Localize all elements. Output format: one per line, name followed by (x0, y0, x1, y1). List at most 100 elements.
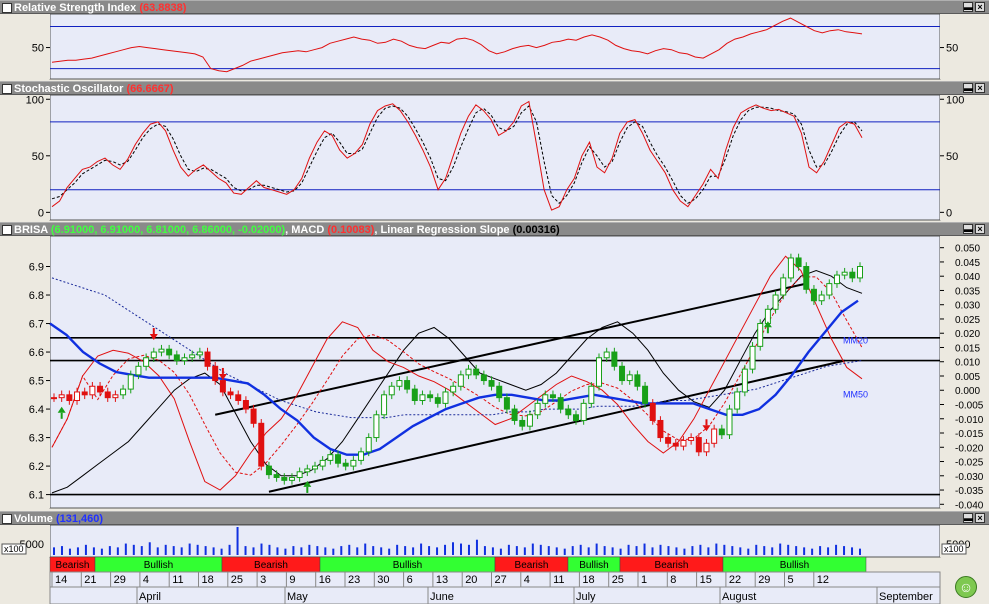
indicator-tick-label: 0.005 (955, 372, 980, 383)
stoch-value: (66.6667) (126, 83, 174, 95)
close-icon[interactable]: × (975, 224, 985, 234)
candle-body (427, 394, 434, 399)
month-label: July (576, 591, 596, 603)
volume-scale-label-left: x100 (4, 544, 24, 554)
lrs-value: (0.00316) (512, 224, 560, 236)
indicator-tick-label: -0.020 (955, 443, 984, 454)
candle-body (826, 283, 833, 296)
candle-body (473, 368, 480, 376)
price-tick-label: 6.5 (29, 376, 44, 388)
candle-body (657, 419, 664, 439)
day-label: 6 (407, 574, 413, 586)
candle-body (496, 385, 503, 399)
day-label: 18 (202, 574, 214, 586)
price-tick-label: 6.2 (29, 461, 44, 473)
candle-body (227, 391, 234, 396)
candle-body (465, 368, 472, 376)
regime-label: Bearish (655, 560, 689, 571)
pane-menu-icon[interactable] (2, 225, 12, 235)
candle-body (342, 462, 349, 467)
day-label: 22 (729, 574, 741, 586)
indicator-tick-label: 0.050 (955, 244, 980, 255)
candle-body (718, 428, 725, 436)
stoch-right-axis (940, 95, 989, 220)
stoch-tick-label-right: 100 (946, 94, 964, 106)
month-label: September (879, 591, 933, 603)
pane-menu-icon[interactable] (2, 514, 12, 524)
minimize-icon[interactable]: ▬ (963, 83, 973, 93)
candle-body (688, 437, 695, 441)
volume-scale-box-left (1, 543, 27, 555)
candle-body (803, 266, 810, 290)
candle-body (534, 402, 541, 416)
candle-body (787, 257, 794, 279)
volume-plot-area (49, 524, 941, 558)
candle-body (711, 428, 718, 444)
candle-body (112, 394, 119, 399)
candle-body (143, 357, 150, 367)
macd-signal-line (51, 276, 863, 476)
minimize-icon[interactable]: ▬ (963, 513, 973, 523)
candle-body (158, 348, 165, 353)
candle-body (250, 408, 257, 424)
candle-body (757, 323, 764, 347)
regime-label: Bullish (393, 560, 422, 571)
candle-body (74, 391, 81, 402)
minimize-icon[interactable]: ▬ (963, 224, 973, 234)
volume-title: Volume (14, 513, 53, 525)
pane-menu-icon[interactable] (2, 84, 12, 94)
candle-body (611, 351, 618, 367)
close-icon[interactable]: × (975, 83, 985, 93)
ma50-line (51, 277, 863, 419)
pane-menu-icon[interactable] (2, 3, 12, 13)
indicator-tick-label: -0.040 (955, 500, 984, 511)
candle-body (135, 365, 142, 376)
date-axis-labels: 14 21 29 4 11 18 25 3 9 16 23 30 6 13 20 27 4 11 18 25 1 8 15 2… (50, 572, 940, 604)
candle-body (857, 266, 863, 279)
symbol-label: BRISA (14, 224, 48, 236)
indicator-tick-label: -0.025 (955, 458, 984, 469)
candle-body (741, 368, 748, 393)
price-right-axis (940, 236, 989, 508)
sell-signal-arrow (702, 425, 711, 432)
indicator-tick-label: 0.025 (955, 315, 980, 326)
candle-body (265, 465, 272, 476)
candle-body (204, 351, 211, 367)
stoch-tick-label-left: 50 (32, 151, 44, 163)
rsi-right-axis (940, 14, 989, 79)
candle-body (680, 439, 687, 447)
close-icon[interactable]: × (975, 513, 985, 523)
rsi-value: (63.8838) (139, 2, 187, 14)
candle-body (810, 288, 817, 302)
volume-plot: 50005000x100x100 (1, 527, 970, 555)
indicator-tick-label: -0.030 (955, 472, 984, 483)
volume-value: (131,460) (55, 513, 104, 525)
candle-body (526, 414, 533, 427)
price-tick-label: 6.1 (29, 490, 44, 502)
volume-scale-label-right: x100 (944, 544, 964, 554)
minimize-icon[interactable]: ▬ (963, 2, 973, 12)
macd-value: (0.10083) (327, 224, 375, 236)
stoch-left-axis (0, 95, 50, 220)
candle-body (849, 271, 856, 279)
day-label: 4 (524, 574, 530, 586)
price-tick-label: 6.4 (29, 404, 44, 416)
candle-body (549, 394, 556, 399)
rsi-left-axis (0, 14, 50, 79)
day-label: 11 (172, 574, 183, 586)
candle-body (358, 451, 365, 461)
candle-body (634, 374, 641, 387)
stoch-tick-label-left: 100 (26, 94, 44, 106)
candle-body (219, 380, 226, 393)
close-icon[interactable]: × (975, 2, 985, 12)
ma50-label: MM50 (843, 390, 868, 400)
candle-body (818, 294, 825, 302)
stoch-plot: 0 0 50 50 100 100 (26, 94, 965, 219)
candle-body (419, 394, 426, 402)
smiley-icon[interactable]: ☺ (955, 576, 977, 598)
stoch-tick-label-right: 50 (946, 151, 958, 163)
candle-body (519, 419, 526, 427)
candle-body (311, 465, 318, 470)
indicator-tick-label: 0.045 (955, 258, 980, 269)
